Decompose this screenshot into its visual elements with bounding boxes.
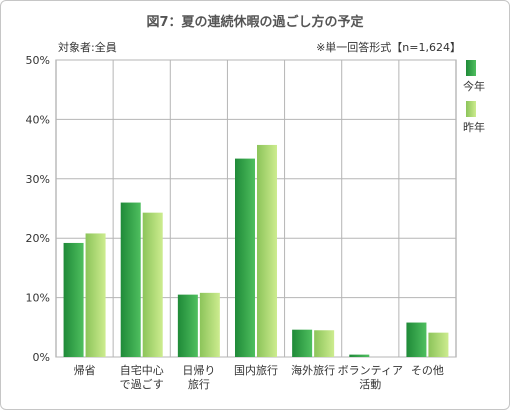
x-category-label: 海外旅行	[291, 363, 335, 377]
bar-last-year	[257, 144, 277, 357]
legend-swatch-last-year	[466, 101, 476, 117]
x-category-label: 日帰り	[182, 364, 215, 377]
y-tick-label: 30%	[26, 173, 50, 186]
legend-label: 昨年	[463, 120, 485, 134]
bar-this-year	[292, 329, 313, 357]
plot-area	[55, 59, 457, 358]
legend-swatch-this-year	[466, 60, 476, 76]
bar-this-year	[63, 242, 84, 357]
x-category-label: 国内旅行	[234, 363, 278, 377]
x-category-label: ボランティア	[338, 364, 403, 377]
x-category-label: 旅行	[188, 377, 210, 391]
bar-this-year	[120, 202, 141, 357]
bar-last-year	[142, 212, 163, 357]
x-category-label: で過ごす	[120, 377, 164, 391]
legend-label: 今年	[463, 79, 485, 93]
bar-this-year	[235, 158, 255, 357]
bar-this-year	[177, 294, 198, 357]
y-tick-label: 20%	[26, 232, 50, 245]
bar-last-year	[314, 330, 335, 357]
y-tick-label: 50%	[26, 54, 50, 67]
y-tick-label: 40%	[26, 113, 50, 126]
subject-note: 対象者:全員	[58, 41, 117, 54]
x-category-label: 帰省	[74, 364, 96, 377]
x-category-label: 自宅中心	[120, 363, 164, 377]
bar-last-year	[199, 292, 220, 357]
bar-this-year	[406, 322, 427, 357]
y-tick-label: 0%	[33, 351, 50, 364]
bar-last-year	[85, 233, 106, 357]
bar-last-year	[428, 332, 449, 357]
y-tick-label: 10%	[26, 292, 50, 305]
x-category-label: その他	[411, 364, 444, 377]
x-category-label: 活動	[359, 377, 381, 391]
sample-note: ※単一回答形式【n=1,624】	[316, 41, 461, 54]
bar-this-year	[349, 354, 370, 357]
chart-title: 図7：夏の連続休暇の過ごし方の予定	[146, 15, 364, 30]
